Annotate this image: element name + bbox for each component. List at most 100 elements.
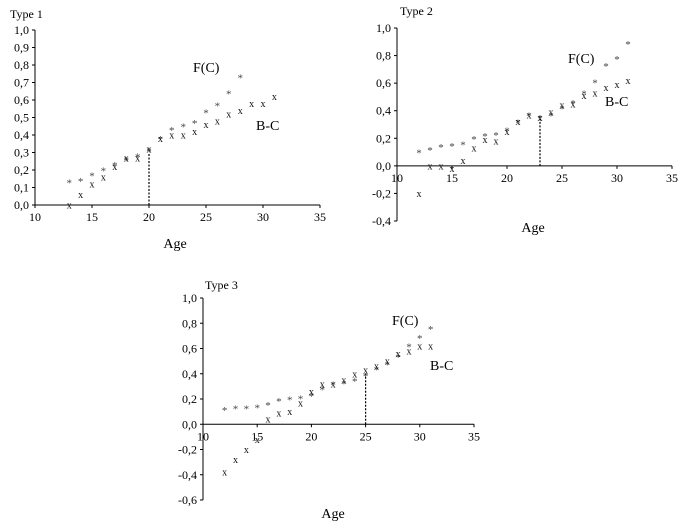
chart-1-fc-point: * (237, 73, 243, 85)
chart-2-bc-point: x (516, 117, 521, 128)
chart-1-bc-label: B-C (256, 119, 279, 134)
chart-1-fc-point: * (123, 155, 129, 167)
chart-2-bc-label: B-C (605, 95, 628, 110)
chart-2-fc-point: * (449, 141, 455, 153)
chart-1-fc-point: * (135, 151, 141, 163)
chart-2-fc-label: F(C) (568, 52, 595, 67)
chart-2-bc-point: x (428, 161, 433, 172)
chart-1-bc-point: x (67, 201, 72, 212)
chart-3-y-tick-label: 0,4 (182, 367, 197, 381)
chart-3-y-tick-label: 0,2 (182, 392, 197, 406)
chart-3-bc-point: x (417, 341, 422, 352)
chart-2-fc-point: * (416, 148, 422, 160)
chart-3-fc-point: * (287, 395, 293, 407)
chart-3-bc-point: x (233, 455, 238, 466)
chart-3-bc-point: x (331, 379, 336, 390)
chart-3-fc-point: * (276, 396, 282, 408)
chart-2-fc-point: * (460, 139, 466, 151)
chart-2-fc-point: * (592, 77, 598, 89)
chart-3-bc-point: x (363, 365, 368, 376)
chart-3-fc-point: * (330, 380, 336, 392)
chart-2-fc-point: * (427, 145, 433, 157)
chart-2-bc-point: x (483, 135, 488, 146)
chart-1-fc-point: * (112, 160, 118, 172)
chart-2-bc-point: x (604, 83, 609, 94)
chart-3-fc-point: * (374, 364, 380, 376)
chart-2-bc-point: x (571, 99, 576, 110)
chart-1-y-tick-label: 0,8 (14, 58, 29, 72)
chart-2-bc-point: x (593, 88, 598, 99)
chart-1-y-tick-label: 0,3 (14, 146, 29, 160)
chart-1-fc-point: * (203, 108, 209, 120)
chart-3-x-tick-label: 25 (360, 429, 372, 443)
chart-1-y-tick-label: 0,4 (14, 128, 29, 142)
chart-2-bc-point: x (439, 161, 444, 172)
chart-2-bc-point: x (538, 113, 543, 124)
chart-3-y-tick-label: 0,0 (182, 417, 197, 431)
chart-2-y-tick-label: 0,6 (376, 76, 391, 90)
chart-3-bc-point: x (352, 369, 357, 380)
chart-1-fc-point: * (192, 118, 198, 130)
chart-1-y-tick-label: 0,2 (14, 163, 29, 177)
chart-2-bc-point: x (450, 164, 455, 175)
chart-3-fc-point: * (352, 376, 358, 388)
chart-2-x-tick-label: 35 (666, 171, 678, 185)
chart-3-plot: -0,6 -0,4 -0,2 0,0 0,2 0,4 0,6 0,8 1,0 10 15 20 25 30… (178, 291, 480, 507)
chart-3-fc-point: * (244, 404, 250, 416)
chart-2-x-tick-label: 30 (611, 171, 623, 185)
chart-2-fc-point: * (504, 126, 510, 138)
chart-2-y-tick-label: 0,4 (376, 104, 391, 118)
chart-2-fc-point: * (471, 134, 477, 146)
chart-1-bc-point: x (238, 106, 243, 117)
chart-3-fc-point: * (298, 393, 304, 405)
chart-2-bc-point: x (549, 108, 554, 119)
chart-2-bc-point: x (560, 101, 565, 112)
chart-2-fc-point: * (493, 130, 499, 142)
chart-3-fc-point: * (406, 342, 412, 354)
chart-3-bc-point: x (287, 407, 292, 418)
chart-1-fc-point: * (66, 178, 72, 190)
chart-1-fc-point: * (158, 134, 164, 146)
chart-type-3: Type 3 F(C) B-C Age -0,6 -0,4 -0,2 0,0 0,2 0,… (178, 278, 480, 521)
chart-2-y-tick-label: 0,0 (376, 159, 391, 173)
chart-1-bc-point: x (204, 120, 209, 131)
chart-1-y-tick-label: 0,5 (14, 111, 29, 125)
chart-2-x-tick-label: 20 (501, 171, 513, 185)
chart-1-fc-point: * (180, 122, 186, 134)
chart-1-y-tick-label: 0,9 (14, 41, 29, 55)
chart-3-bc-point: x (309, 387, 314, 398)
chart-3-y-tick-label: -0,4 (178, 468, 197, 482)
chart-1-fc-point: * (215, 101, 221, 113)
chart-1-bc-point: x (101, 173, 106, 184)
chart-1-bc-point: x (147, 145, 152, 156)
chart-1-fc-point: * (146, 146, 152, 158)
chart-1-fc-point: * (89, 171, 95, 183)
chart-1-plot: 0,0 0,1 0,2 0,3 0,4 0,5 0,6 0,7 0,8 0,9 1,0 10 15 20 2… (14, 23, 326, 224)
chart-2-bc-point: x (494, 137, 499, 148)
chart-1-fc-point: * (226, 88, 232, 100)
chart-type-2: Type 2 F(C) B-C Age -0,4 -0,2 0,0 0,2 0,4 0,6… (372, 4, 678, 236)
chart-3-bc-point: x (266, 415, 271, 426)
chart-2-bc-point: x (615, 80, 620, 91)
chart-3-fc-label: F(C) (392, 314, 419, 329)
chart-3-y-tick-label: 0,6 (182, 342, 197, 356)
chart-1-bc-point: x (272, 92, 277, 103)
chart-3-x-tick-label: 30 (414, 429, 426, 443)
chart-1-bc-point: x (192, 127, 197, 138)
chart-2-bc-point: x (626, 76, 631, 87)
chart-2-fc-point: * (537, 113, 543, 125)
chart-2-fc-point: * (526, 110, 532, 122)
chart-2-fc-point: * (581, 88, 587, 100)
chart-2-fc-point: * (625, 39, 631, 51)
chart-1-y-tick-label: 0,0 (14, 198, 29, 212)
chart-3-bc-point: x (374, 362, 379, 373)
chart-2-fc-point: * (559, 104, 565, 116)
chart-1-fc-point: * (78, 176, 84, 188)
chart-1-bc-point: x (215, 117, 220, 128)
chart-3-fc-point: * (417, 333, 423, 345)
chart-2-fc-point: * (548, 110, 554, 122)
chart-2-bc-point: x (461, 156, 466, 167)
chart-3-fc-point: * (395, 352, 401, 364)
chart-3-fc-point: * (428, 324, 434, 336)
